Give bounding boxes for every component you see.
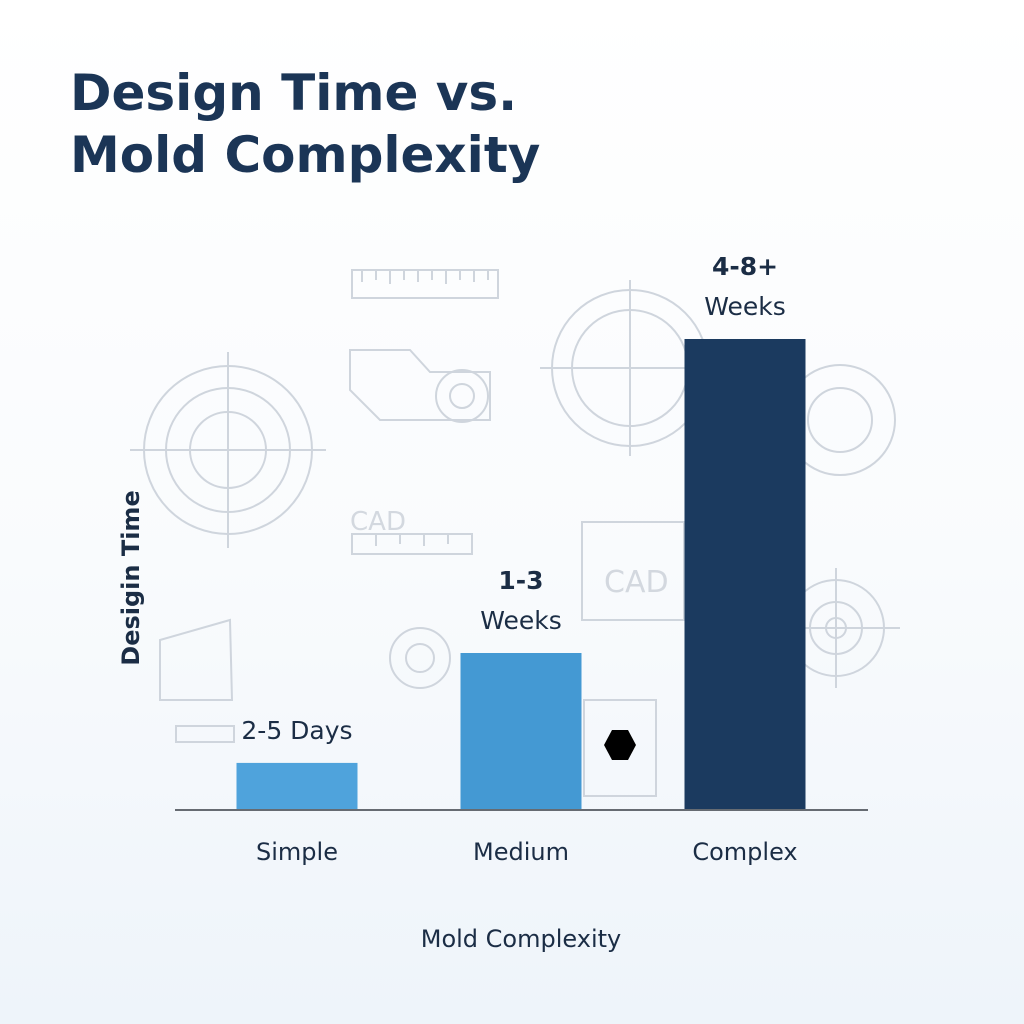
cog-icon xyxy=(389,627,451,689)
cad-label-2: CAD xyxy=(604,565,669,600)
mechanical-part-icon xyxy=(349,349,491,423)
data-label-medium-line-2: Weeks xyxy=(480,606,562,635)
data-label-complex-line-2: Weeks xyxy=(704,292,786,321)
chart-title-line-2: Mold Complexity xyxy=(70,126,541,184)
gear-ring-icon xyxy=(130,352,326,548)
x-tick-labels: Simple Medium Complex xyxy=(256,838,798,866)
bar-simple xyxy=(236,762,358,810)
bars-group xyxy=(236,339,806,810)
cad-ruler-icon: CAD xyxy=(350,507,473,555)
data-labels-group: 2-5 Days 1-3 Weeks 4-8+ Weeks xyxy=(241,252,785,745)
data-label-complex-line-1: 4-8+ xyxy=(712,252,778,281)
chart-title-line-1: Design Time vs. xyxy=(70,64,518,122)
data-label-medium-line-1: 1-3 xyxy=(498,566,543,595)
chart-title: Design Time vs. Mold Complexity xyxy=(70,62,540,186)
cad-box-icon: CAD xyxy=(581,521,685,621)
x-tick-simple: Simple xyxy=(256,838,338,866)
x-tick-complex: Complex xyxy=(692,838,797,866)
data-label-simple: 2-5 Days xyxy=(241,716,352,745)
nut-icon xyxy=(583,699,657,797)
bar-complex xyxy=(684,339,806,810)
y-axis-title: Desigin Time xyxy=(117,490,145,665)
x-axis-title: Mold Complexity xyxy=(421,925,621,953)
bar-medium xyxy=(460,653,582,810)
ruler-icon xyxy=(351,269,499,299)
cad-label-1: CAD xyxy=(350,507,406,537)
x-tick-medium: Medium xyxy=(473,838,569,866)
bracket-icon xyxy=(159,618,235,743)
